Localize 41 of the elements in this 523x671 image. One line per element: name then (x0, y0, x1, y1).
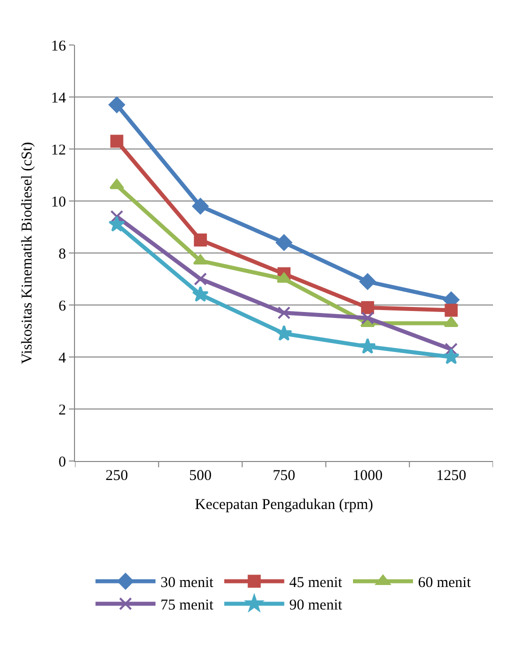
x-tick-label: 1250 (436, 468, 466, 484)
x-tick-label: 750 (272, 468, 296, 484)
legend-label: 45 menit (289, 575, 343, 592)
point (192, 286, 209, 302)
legend-label: 60 menit (418, 575, 472, 592)
point (278, 306, 290, 320)
legend-label: 75 menit (160, 598, 214, 614)
x-axis-title: Kecepatan Pengadukan (rpm) (194, 497, 374, 513)
point (361, 312, 374, 324)
y-tick-label: 14 (51, 90, 66, 106)
y-tick-label: 8 (58, 246, 66, 262)
y-tick-label: 16 (51, 38, 66, 54)
y-tick-label: 6 (58, 298, 66, 314)
x-tick-label: 1000 (352, 468, 383, 484)
point (108, 96, 125, 113)
point (108, 216, 126, 232)
point (276, 272, 292, 283)
point (359, 338, 376, 354)
y-axis-title: Viskositas Kinematik Biodiesel (cSt) (19, 142, 36, 364)
y-tick-label: 10 (51, 194, 66, 210)
legend-label: 30 menit (160, 575, 214, 592)
point (442, 348, 460, 364)
point (110, 134, 124, 148)
point (276, 234, 292, 251)
legend-label: 90 menit (289, 598, 343, 614)
x-tick-label: 500 (189, 468, 212, 484)
point (359, 273, 376, 290)
point (276, 324, 292, 341)
point (194, 272, 207, 286)
point (109, 178, 124, 190)
point (193, 254, 208, 265)
point (192, 198, 209, 214)
point (444, 342, 458, 356)
point (361, 301, 374, 314)
y-tick-label: 12 (51, 142, 66, 158)
point (444, 304, 458, 317)
x-tick-label: 250 (106, 468, 128, 484)
y-tick-label: 0 (58, 454, 66, 470)
y-tick-label: 2 (58, 402, 66, 418)
point (194, 234, 207, 246)
y-tick-label: 4 (58, 350, 66, 366)
